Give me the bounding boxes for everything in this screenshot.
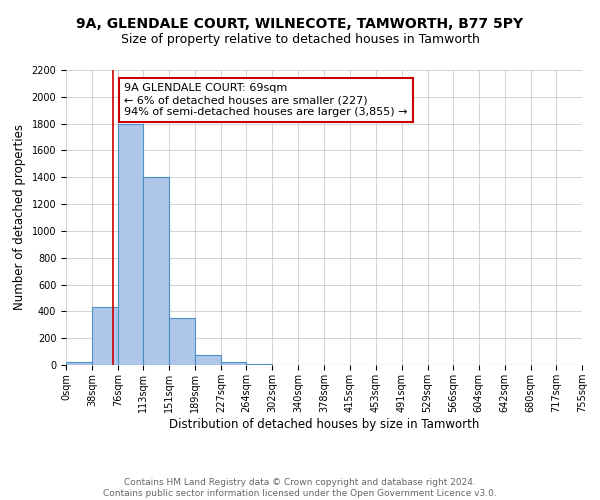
- Bar: [247, 364, 272, 365]
- Text: Size of property relative to detached houses in Tamworth: Size of property relative to detached ho…: [121, 32, 479, 46]
- Text: Contains HM Land Registry data © Crown copyright and database right 2024.
Contai: Contains HM Land Registry data © Crown c…: [103, 478, 497, 498]
- Y-axis label: Number of detached properties: Number of detached properties: [13, 124, 26, 310]
- Bar: [92, 308, 118, 365]
- Bar: [221, 362, 247, 365]
- Bar: [195, 355, 221, 365]
- Bar: [143, 178, 169, 365]
- Bar: [66, 362, 92, 365]
- X-axis label: Distribution of detached houses by size in Tamworth: Distribution of detached houses by size …: [169, 418, 479, 430]
- Bar: [169, 318, 195, 365]
- Bar: [118, 124, 143, 365]
- Text: 9A GLENDALE COURT: 69sqm
← 6% of detached houses are smaller (227)
94% of semi-d: 9A GLENDALE COURT: 69sqm ← 6% of detache…: [124, 84, 407, 116]
- Text: 9A, GLENDALE COURT, WILNECOTE, TAMWORTH, B77 5PY: 9A, GLENDALE COURT, WILNECOTE, TAMWORTH,…: [76, 18, 524, 32]
